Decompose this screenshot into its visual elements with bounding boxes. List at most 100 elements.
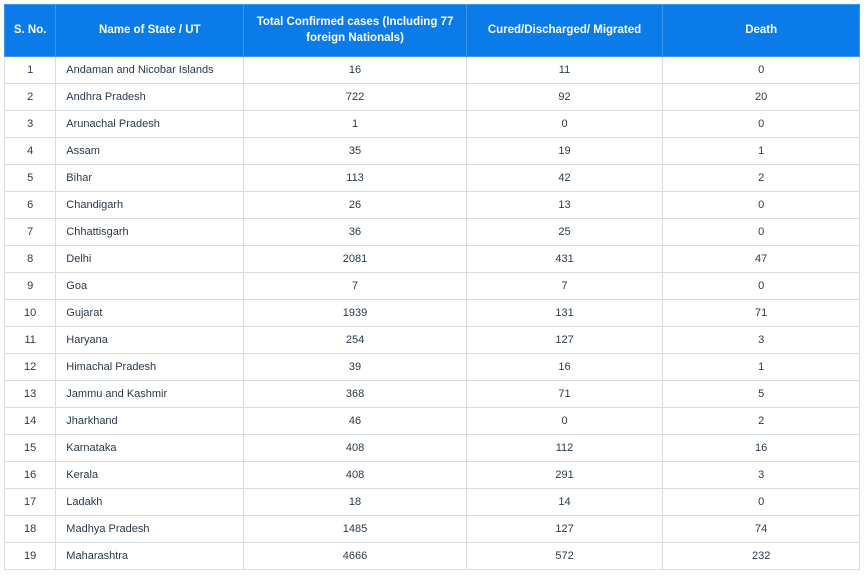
cell-death: 71 xyxy=(663,300,860,327)
cell-conf: 4666 xyxy=(244,543,466,570)
table-row: 8Delhi208143147 xyxy=(5,246,860,273)
table-row: 2Andhra Pradesh7229220 xyxy=(5,84,860,111)
column-header-death: Death xyxy=(663,5,860,57)
cell-cured: 7 xyxy=(466,273,663,300)
cell-sno: 19 xyxy=(5,543,56,570)
cell-cured: 42 xyxy=(466,165,663,192)
cell-conf: 408 xyxy=(244,435,466,462)
table-row: 18Madhya Pradesh148512774 xyxy=(5,516,860,543)
cell-sno: 15 xyxy=(5,435,56,462)
cell-cured: 13 xyxy=(466,192,663,219)
cell-name: Andhra Pradesh xyxy=(56,84,244,111)
cell-name: Andaman and Nicobar Islands xyxy=(56,57,244,84)
cell-death: 16 xyxy=(663,435,860,462)
cell-conf: 2081 xyxy=(244,246,466,273)
cell-cured: 11 xyxy=(466,57,663,84)
cell-death: 0 xyxy=(663,111,860,138)
cell-sno: 3 xyxy=(5,111,56,138)
cell-death: 20 xyxy=(663,84,860,111)
cell-cured: 14 xyxy=(466,489,663,516)
cell-sno: 11 xyxy=(5,327,56,354)
cell-cured: 291 xyxy=(466,462,663,489)
cell-name: Chhattisgarh xyxy=(56,219,244,246)
cell-name: Maharashtra xyxy=(56,543,244,570)
table-row: 3Arunachal Pradesh100 xyxy=(5,111,860,138)
cell-death: 74 xyxy=(663,516,860,543)
cell-name: Chandigarh xyxy=(56,192,244,219)
cell-sno: 9 xyxy=(5,273,56,300)
cell-sno: 1 xyxy=(5,57,56,84)
table-row: 17Ladakh18140 xyxy=(5,489,860,516)
cell-name: Assam xyxy=(56,138,244,165)
cell-cured: 16 xyxy=(466,354,663,381)
cell-cured: 25 xyxy=(466,219,663,246)
cell-cured: 92 xyxy=(466,84,663,111)
cell-conf: 7 xyxy=(244,273,466,300)
cell-name: Madhya Pradesh xyxy=(56,516,244,543)
table-row: 14Jharkhand4602 xyxy=(5,408,860,435)
cell-conf: 16 xyxy=(244,57,466,84)
table-row: 4Assam35191 xyxy=(5,138,860,165)
table-row: 9Goa770 xyxy=(5,273,860,300)
cell-death: 47 xyxy=(663,246,860,273)
cell-conf: 1939 xyxy=(244,300,466,327)
cell-conf: 113 xyxy=(244,165,466,192)
column-header-conf: Total Confirmed cases (Including 77 fore… xyxy=(244,5,466,57)
cell-conf: 254 xyxy=(244,327,466,354)
cell-name: Goa xyxy=(56,273,244,300)
cell-sno: 13 xyxy=(5,381,56,408)
table-row: 15Karnataka40811216 xyxy=(5,435,860,462)
column-header-name: Name of State / UT xyxy=(56,5,244,57)
cell-cured: 0 xyxy=(466,408,663,435)
cell-death: 2 xyxy=(663,165,860,192)
cell-sno: 16 xyxy=(5,462,56,489)
cell-name: Gujarat xyxy=(56,300,244,327)
cell-conf: 722 xyxy=(244,84,466,111)
cell-conf: 18 xyxy=(244,489,466,516)
cell-conf: 1 xyxy=(244,111,466,138)
cell-sno: 6 xyxy=(5,192,56,219)
cell-death: 1 xyxy=(663,354,860,381)
cell-name: Bihar xyxy=(56,165,244,192)
cell-death: 5 xyxy=(663,381,860,408)
cell-name: Karnataka xyxy=(56,435,244,462)
cell-death: 0 xyxy=(663,219,860,246)
cell-cured: 0 xyxy=(466,111,663,138)
column-header-sno: S. No. xyxy=(5,5,56,57)
cell-sno: 17 xyxy=(5,489,56,516)
cell-conf: 1485 xyxy=(244,516,466,543)
cell-sno: 5 xyxy=(5,165,56,192)
cell-cured: 19 xyxy=(466,138,663,165)
cell-death: 3 xyxy=(663,327,860,354)
cell-name: Ladakh xyxy=(56,489,244,516)
cell-sno: 4 xyxy=(5,138,56,165)
cell-death: 0 xyxy=(663,192,860,219)
cell-sno: 12 xyxy=(5,354,56,381)
cell-name: Jharkhand xyxy=(56,408,244,435)
cell-sno: 7 xyxy=(5,219,56,246)
cell-name: Haryana xyxy=(56,327,244,354)
cell-name: Kerala xyxy=(56,462,244,489)
cell-conf: 35 xyxy=(244,138,466,165)
cell-sno: 10 xyxy=(5,300,56,327)
table-row: 10Gujarat193913171 xyxy=(5,300,860,327)
table-row: 5Bihar113422 xyxy=(5,165,860,192)
cell-cured: 112 xyxy=(466,435,663,462)
cell-death: 232 xyxy=(663,543,860,570)
cell-sno: 18 xyxy=(5,516,56,543)
cell-conf: 368 xyxy=(244,381,466,408)
table-body: 1Andaman and Nicobar Islands161102Andhra… xyxy=(5,57,860,570)
cell-cured: 71 xyxy=(466,381,663,408)
cell-name: Himachal Pradesh xyxy=(56,354,244,381)
cell-cured: 131 xyxy=(466,300,663,327)
cell-conf: 46 xyxy=(244,408,466,435)
cell-conf: 36 xyxy=(244,219,466,246)
cell-death: 1 xyxy=(663,138,860,165)
table-row: 12Himachal Pradesh39161 xyxy=(5,354,860,381)
cell-death: 3 xyxy=(663,462,860,489)
cell-name: Jammu and Kashmir xyxy=(56,381,244,408)
table-row: 19Maharashtra4666572232 xyxy=(5,543,860,570)
cell-sno: 8 xyxy=(5,246,56,273)
column-header-cured: Cured/Discharged/ Migrated xyxy=(466,5,663,57)
covid-state-table: S. No.Name of State / UTTotal Confirmed … xyxy=(4,4,860,570)
